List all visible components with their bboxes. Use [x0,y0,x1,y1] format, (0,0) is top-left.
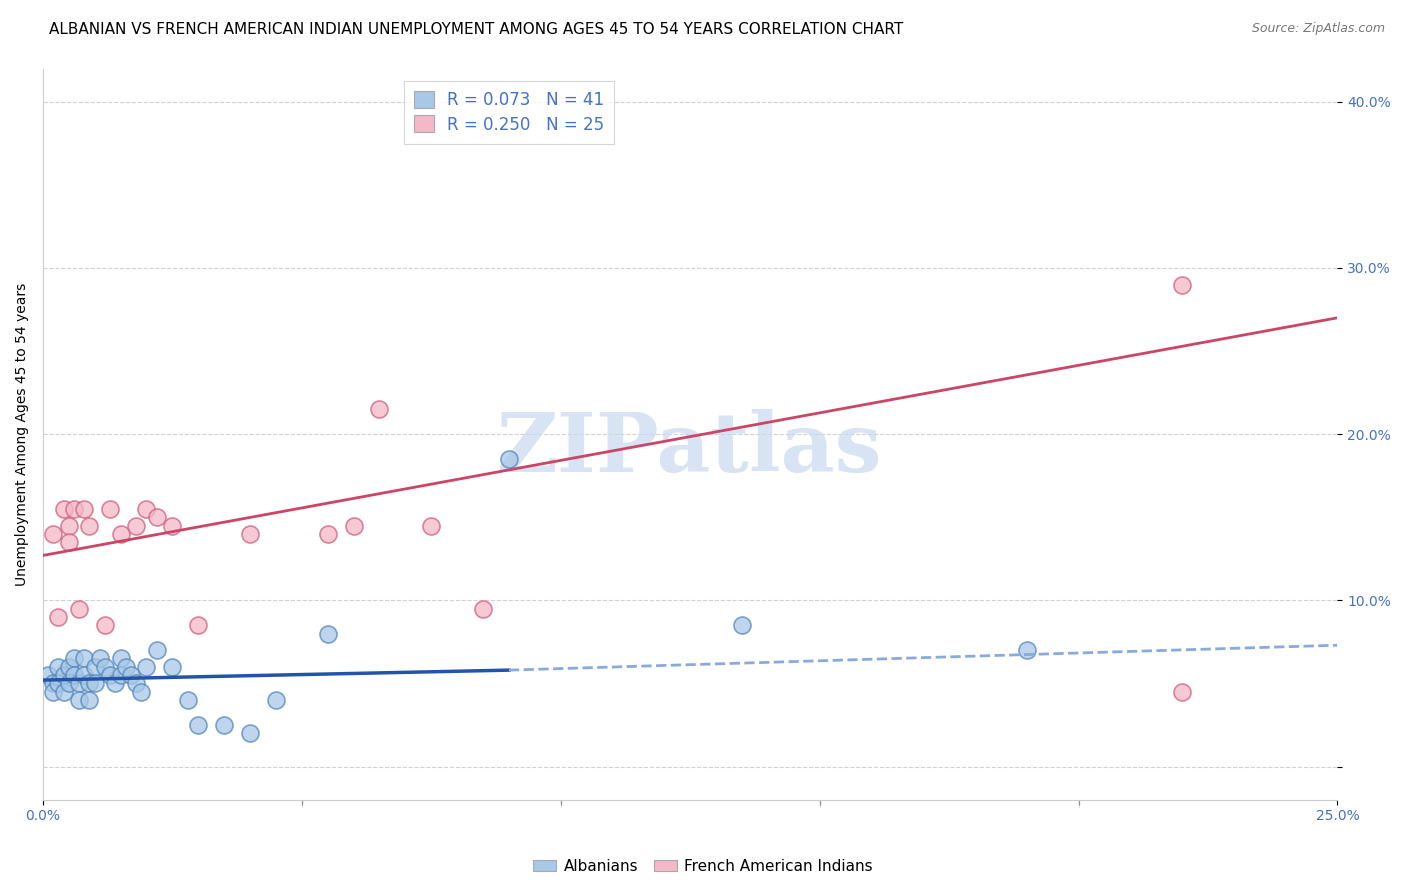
Legend: Albanians, French American Indians: Albanians, French American Indians [527,853,879,880]
Point [498,452,520,467]
Point [67,601,90,615]
Point [110,651,132,665]
Point [264,693,287,707]
Point [1171,684,1194,698]
Point [135,660,157,674]
Point [48,660,70,674]
Point [177,693,200,707]
Point [42,684,65,698]
Point [368,402,391,417]
Point [83,660,105,674]
Point [1171,277,1194,292]
Point [212,718,235,732]
Point [63,668,86,682]
Point [79,518,101,533]
Point [79,693,101,707]
Point [125,676,148,690]
Point [63,651,86,665]
Point [162,518,184,533]
Point [79,676,101,690]
Point [316,526,339,541]
Point [52,684,75,698]
Point [316,626,339,640]
Point [1015,643,1038,657]
Point [83,676,105,690]
Point [73,502,96,516]
Point [135,502,157,516]
Point [125,518,148,533]
Point [239,526,262,541]
Point [94,618,117,632]
Point [58,518,80,533]
Point [73,651,96,665]
Point [48,610,70,624]
Point [342,518,364,533]
Text: ZIPatlas: ZIPatlas [498,409,883,489]
Point [239,726,262,740]
Point [110,668,132,682]
Point [104,676,127,690]
Point [146,510,169,524]
Point [58,660,80,674]
Point [129,684,152,698]
Point [73,668,96,682]
Point [114,660,136,674]
Point [146,643,169,657]
Point [52,668,75,682]
Y-axis label: Unemployment Among Ages 45 to 54 years: Unemployment Among Ages 45 to 54 years [15,283,30,586]
Point [98,502,121,516]
Point [98,668,121,682]
Point [89,651,111,665]
Point [420,518,443,533]
Point [48,676,70,690]
Point [94,660,117,674]
Point [187,618,209,632]
Point [58,535,80,549]
Point [52,502,75,516]
Point [42,676,65,690]
Point [187,718,209,732]
Point [67,676,90,690]
Point [110,526,132,541]
Point [37,668,59,682]
Point [472,601,495,615]
Legend: R = 0.073   N = 41, R = 0.250   N = 25: R = 0.073 N = 41, R = 0.250 N = 25 [404,80,614,144]
Point [162,660,184,674]
Text: Source: ZipAtlas.com: Source: ZipAtlas.com [1251,22,1385,36]
Point [58,676,80,690]
Point [63,502,86,516]
Point [120,668,142,682]
Point [67,693,90,707]
Text: ALBANIAN VS FRENCH AMERICAN INDIAN UNEMPLOYMENT AMONG AGES 45 TO 54 YEARS CORREL: ALBANIAN VS FRENCH AMERICAN INDIAN UNEMP… [49,22,904,37]
Point [731,618,754,632]
Point [42,526,65,541]
